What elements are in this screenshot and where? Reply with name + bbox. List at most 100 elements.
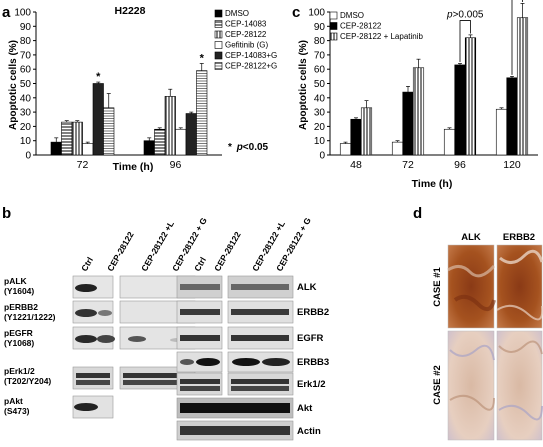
y-tick-label: 30 — [314, 108, 326, 119]
panel-letter-a: a — [2, 4, 11, 21]
blot-right-label: ERBB3 — [297, 357, 329, 368]
blot-column-label: CEP-28122 — [212, 230, 243, 273]
ihc-column-label: ERBB2 — [503, 232, 535, 243]
ihc-panel: ALK ERBB2 CASE #1 CASE #2 — [432, 232, 543, 441]
bar — [464, 37, 477, 156]
bar — [412, 67, 425, 156]
bar — [339, 143, 352, 156]
bar — [50, 141, 62, 156]
legend-swatch — [214, 30, 223, 39]
bar — [61, 121, 73, 156]
y-tick-label: 10 — [20, 136, 32, 147]
y-tick-label: 70 — [314, 50, 326, 61]
blot-right-label: ALK — [297, 282, 317, 293]
ihc-row-label: CASE #1 — [432, 266, 443, 306]
blot-right-label: ERBB2 — [297, 307, 329, 318]
legend-swatch — [214, 9, 223, 18]
blot-left-label: pAkt — [4, 396, 23, 406]
blot-left-label: (Y1221/1222) — [4, 312, 56, 322]
x-tick-label: 120 — [503, 159, 521, 171]
bar — [454, 64, 466, 156]
blot-left-label: pErk1/2 — [4, 366, 35, 376]
bar — [443, 128, 456, 156]
panel-letter-d: d — [413, 205, 422, 222]
blot-column-label: Ctrl — [79, 255, 95, 273]
blot-right-label: Erk1/2 — [297, 379, 326, 390]
chart-a-title: H2228 — [115, 5, 146, 17]
blot-left-label: (Y1604) — [4, 286, 34, 296]
x-tick-label: 96 — [454, 159, 466, 171]
significance-label: p>0.005 — [446, 10, 484, 21]
legend-swatch — [214, 20, 223, 28]
legend-label: DMSO — [340, 11, 364, 20]
legend-swatch — [214, 62, 223, 70]
legend-label: CEP-28122 — [225, 30, 267, 39]
chart-c-xlabel: Time (h) — [412, 178, 453, 190]
bar — [154, 128, 166, 156]
ihc-image-case1-erbb2 — [496, 244, 543, 329]
legend-swatch — [329, 22, 338, 30]
x-tick-label: 96 — [170, 159, 182, 171]
y-tick-label: 60 — [20, 65, 32, 76]
y-tick-label: 100 — [308, 8, 325, 19]
significance-bracket — [459, 20, 471, 63]
bar — [516, 17, 529, 156]
blot-right-label: EGFR — [297, 333, 324, 344]
chart-a: Apoptotic cells (%) H2228 Time (h) * p<0… — [8, 5, 277, 173]
legend-label: CEP-28122+G — [225, 62, 277, 71]
chart-a-xlabel: Time (h) — [113, 161, 154, 173]
y-tick-label: 20 — [20, 122, 32, 133]
ihc-column-label: ALK — [461, 232, 481, 243]
legend-label: CEP-28122 — [340, 22, 382, 31]
y-tick-label: 60 — [314, 65, 326, 76]
y-tick-label: 40 — [20, 93, 32, 104]
y-tick-label: 50 — [20, 79, 32, 90]
bar — [506, 77, 518, 156]
significance-p: p — [446, 10, 453, 21]
bar — [185, 113, 197, 156]
y-tick-label: 0 — [319, 151, 325, 162]
chart-a-ylabel: Apoptotic cells (%) — [8, 40, 19, 130]
blot-left-label: (Y1068) — [4, 338, 34, 348]
bar — [402, 91, 414, 156]
x-tick-label: 48 — [350, 159, 362, 171]
blot-right-labels: ALK ERBB2 EGFR ERBB3 Erk1/2 Akt Actin — [297, 282, 329, 437]
blot-left-label: pERBB2 — [4, 302, 38, 312]
blot-left-strips — [72, 275, 196, 419]
significance-star: * — [96, 71, 101, 83]
chart-a-annotation: * p<0.05 — [228, 142, 269, 153]
blot-column-label: CEP-28122 — [105, 230, 136, 273]
ihc-row-label: CASE #2 — [432, 365, 443, 405]
y-tick-label: 70 — [20, 50, 32, 61]
blot-column-label: Ctrl — [192, 255, 208, 273]
bar — [350, 118, 362, 156]
bar — [495, 108, 508, 156]
bar — [103, 107, 115, 156]
ihc-image-case1-alk — [447, 244, 496, 329]
blot-left-label: (T202/Y204) — [4, 376, 51, 386]
legend-swatch — [214, 41, 223, 49]
chart-c-ylabel: Apoptotic cells (%) — [298, 40, 309, 130]
significance-star: * — [200, 52, 205, 64]
blot-left-label: pEGFR — [4, 328, 33, 338]
x-tick-label: 72 — [77, 159, 89, 171]
blot-left-label: (S473) — [4, 406, 30, 416]
bar — [92, 83, 104, 156]
y-tick-label: 20 — [314, 122, 326, 133]
x-tick-label: 72 — [402, 159, 414, 171]
y-tick-label: 10 — [314, 136, 326, 147]
blot-left-label: pALK — [4, 276, 28, 286]
y-tick-label: 30 — [20, 108, 32, 119]
legend-label: CEP-14083 — [225, 20, 267, 29]
legend-swatch — [329, 32, 338, 41]
y-tick-label: 50 — [314, 79, 326, 90]
legend-label: CEP-14083+G — [225, 51, 277, 60]
blot-column-label: CEP-28122 +L — [139, 219, 176, 273]
y-tick-label: 90 — [20, 22, 32, 33]
blot-right-label: Actin — [297, 426, 321, 437]
y-tick-label: 100 — [14, 8, 31, 19]
y-tick-label: 90 — [314, 22, 326, 33]
y-tick-label: 80 — [314, 36, 326, 47]
ihc-labels: ALK ERBB2 CASE #1 CASE #2 — [432, 232, 535, 405]
